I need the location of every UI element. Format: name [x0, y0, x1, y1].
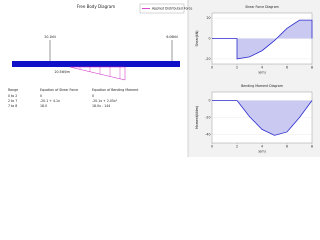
x-tick-label: 2	[236, 145, 238, 149]
x-tick-label: 4	[261, 145, 263, 149]
y-tick-label: 20	[206, 16, 210, 20]
y-axis-label: Moment(kNm)	[195, 106, 199, 129]
table-header: Equation of Shear Force	[40, 88, 78, 92]
load-hatch	[79, 67, 121, 79]
table-header: Range	[8, 88, 18, 92]
table-header: Equation of Bending Moment	[92, 88, 139, 92]
y-tick-label: 0	[208, 99, 210, 103]
x-axis-label: x(m)	[258, 71, 265, 75]
x-tick-label: 0	[211, 145, 213, 149]
table-cell: 18.0x - 144	[92, 104, 110, 108]
y-tick-label: -40	[205, 133, 210, 137]
table-cell: -20.1x + 2.05x²	[92, 99, 118, 103]
distributed-load	[69, 66, 126, 81]
table-cell: 0	[92, 94, 94, 98]
area	[212, 100, 312, 136]
table-cell: 0 to 2	[8, 94, 17, 98]
x-tick-label: 8	[311, 145, 313, 149]
y-tick-label: -20	[205, 57, 210, 61]
chart-title: Bending Moment Diagram	[241, 84, 283, 88]
screen: Free Body Diagram Applied Distributed Fo…	[0, 0, 320, 157]
x-tick-label: 4	[261, 66, 263, 70]
y-axis-label: Shear(kN)	[195, 31, 199, 47]
table-cell: 0	[40, 94, 42, 98]
line	[212, 19, 313, 60]
x-tick-label: 6	[286, 66, 288, 70]
chart-title: Shear Force Diagram	[245, 5, 279, 9]
distributed-label: 20.5kN/m	[54, 70, 70, 74]
line	[212, 100, 313, 136]
table-cell: 2 to 7	[8, 99, 17, 103]
equation-table: Range Equation of Shear Force Equation of …	[8, 88, 139, 108]
beam	[12, 61, 180, 67]
load-label: 6.06kN	[166, 35, 178, 39]
page: {"free_body_diagram": { "title": "Free B…	[0, 0, 320, 157]
table-cell: -20.1 + 4.1x	[40, 99, 60, 103]
x-tick-label: 0	[211, 66, 213, 70]
legend-box	[139, 3, 185, 14]
table-cell: 18.0	[40, 104, 47, 108]
y-tick-label: -20	[205, 116, 210, 120]
y-tick-label: 0	[208, 37, 210, 41]
left-panel	[0, 0, 188, 157]
x-tick-label: 8	[311, 66, 313, 70]
x-axis-label: x(m)	[258, 150, 265, 154]
table-cell: 7 to 8	[8, 104, 17, 108]
fbd-title: Free Body Diagram	[77, 4, 115, 9]
legend-label: Applied Distributed Force	[152, 7, 192, 11]
x-tick-label: 2	[236, 66, 238, 70]
x-tick-label: 6	[286, 145, 288, 149]
load-label: 20.1kN	[44, 35, 56, 39]
